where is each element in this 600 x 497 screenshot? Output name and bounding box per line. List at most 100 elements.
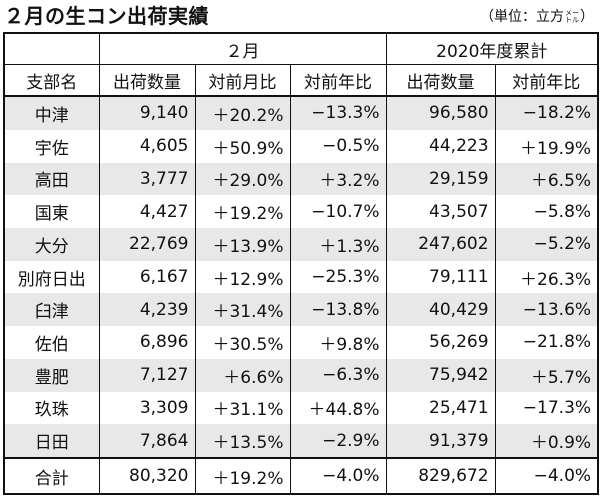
cum-volume-cell: 43,507 [385, 195, 496, 228]
table-row: 国東 4,427 ＋19.2% −10.7% 43,507 −5.8% [3, 195, 599, 228]
yoy-ratio-cell: −13.3% [289, 96, 387, 130]
table-row: 別府日出 6,167 ＋12.9% −25.3% 79,111 ＋26.3% [3, 260, 599, 294]
cum-volume-cell: 29,159 [385, 162, 496, 196]
cum-volume-cell: 25,471 [385, 391, 496, 425]
cum-volume-cell: 79,111 [385, 260, 496, 294]
volume-cell: 9,140 [98, 96, 196, 130]
yoy-ratio-cell: ＋1.3% [289, 227, 387, 261]
table-row: 高田 3,777 ＋29.0% ＋3.2% 29,159 ＋6.5% [3, 162, 599, 196]
cum-volume-cell: 91,379 [385, 424, 496, 459]
branch-name-cell: 中津 [3, 96, 100, 130]
volume-cell: 3,309 [98, 391, 196, 425]
table-row: 玖珠 3,309 ＋31.1% ＋44.8% 25,471 −17.3% [3, 391, 599, 425]
volume-cell: 6,896 [98, 326, 196, 359]
col-volume: 出荷数量 [98, 64, 196, 97]
cum-yoy-ratio-cell: ＋26.3% [494, 260, 599, 294]
cum-yoy-ratio-cell: −21.8% [494, 326, 599, 359]
mom-ratio-cell: ＋31.4% [194, 293, 291, 327]
cum-volume-cell: 247,602 [385, 227, 496, 261]
branch-name-cell: 臼津 [3, 293, 100, 327]
mom-ratio-cell: ＋12.9% [194, 260, 291, 294]
cum-yoy-ratio-cell: ＋5.7% [494, 358, 599, 392]
mom-ratio-cell: ＋6.6% [194, 358, 291, 392]
mom-ratio-cell: ＋19.2% [194, 195, 291, 228]
cum-volume-cell: 96,580 [385, 96, 496, 130]
branch-name-cell: 高田 [3, 162, 100, 196]
col-mom: 対前月比 [194, 64, 291, 97]
volume-cell: 4,605 [98, 129, 196, 163]
table-row: 中津 9,140 ＋20.2% −13.3% 96,580 −18.2% [3, 96, 599, 130]
header-period-month: ２月 [98, 33, 387, 65]
table-row: 臼津 4,239 ＋31.4% −13.8% 40,429 −13.6% [3, 293, 599, 327]
total-yoy-ratio-cell: −4.0% [289, 457, 387, 494]
branch-name-cell: 佐伯 [3, 326, 100, 359]
volume-cell: 4,427 [98, 195, 196, 228]
volume-cell: 22,769 [98, 227, 196, 261]
total-cum-volume-cell: 829,672 [385, 457, 496, 494]
mom-ratio-cell: ＋29.0% [194, 162, 291, 196]
col-cum-yoy: 対前年比 [494, 64, 599, 97]
branch-name-cell: 玖珠 [3, 391, 100, 425]
yoy-ratio-cell: −10.7% [289, 195, 387, 228]
mom-ratio-cell: ＋50.9% [194, 129, 291, 163]
mom-ratio-cell: ＋30.5% [194, 326, 291, 359]
cum-yoy-ratio-cell: ＋6.5% [494, 162, 599, 196]
col-yoy: 対前年比 [289, 64, 387, 97]
volume-cell: 6,167 [98, 260, 196, 294]
header-period-cumulative: 2020年度累計 [385, 33, 599, 65]
table-row: 豊肥 7,127 ＋6.6% −6.3% 75,942 ＋5.7% [3, 358, 599, 392]
cum-yoy-ratio-cell: −5.8% [494, 195, 599, 228]
branch-name-cell: 日田 [3, 424, 100, 459]
cum-yoy-ratio-cell: −5.2% [494, 227, 599, 261]
branch-name-cell: 別府日出 [3, 260, 100, 294]
mom-ratio-cell: ＋20.2% [194, 96, 291, 130]
mom-ratio-cell: ＋13.5% [194, 424, 291, 459]
total-branch-name-cell: 合計 [3, 457, 100, 494]
yoy-ratio-cell: −0.5% [289, 129, 387, 163]
yoy-ratio-cell: −6.3% [289, 358, 387, 392]
cum-yoy-ratio-cell: ＋19.9% [494, 129, 599, 163]
cum-yoy-ratio-cell: −17.3% [494, 391, 599, 425]
volume-cell: 3,777 [98, 162, 196, 196]
unit-stack: メー トル [565, 9, 579, 24]
branch-name-cell: 宇佐 [3, 129, 100, 163]
yoy-ratio-cell: −2.9% [289, 424, 387, 459]
mom-ratio-cell: ＋31.1% [194, 391, 291, 425]
total-row: 合計 80,320 ＋19.2% −4.0% 829,672 −4.0% [3, 457, 599, 494]
cum-volume-cell: 75,942 [385, 358, 496, 392]
volume-cell: 4,239 [98, 293, 196, 327]
cum-volume-cell: 40,429 [385, 293, 496, 327]
mom-ratio-cell: ＋13.9% [194, 227, 291, 261]
page-title: ２月の生コン出荷実績 [4, 4, 209, 28]
total-mom-ratio-cell: ＋19.2% [194, 457, 291, 494]
unit-open: （単位：立方 [480, 9, 564, 25]
unit-close: ） [580, 9, 594, 25]
branch-name-cell: 豊肥 [3, 358, 100, 392]
header-corner [3, 33, 100, 65]
volume-cell: 7,127 [98, 358, 196, 392]
table-body: 中津 9,140 ＋20.2% −13.3% 96,580 −18.2% 宇佐 4,605 ＋5… [3, 96, 599, 494]
volume-cell: 7,864 [98, 424, 196, 459]
col-branch: 支部名 [3, 64, 100, 97]
cum-yoy-ratio-cell: −18.2% [494, 96, 599, 130]
table-row: 大分 22,769 ＋13.9% ＋1.3% 247,602 −5.2% [3, 227, 599, 261]
table-row: 宇佐 4,605 ＋50.9% −0.5% 44,223 ＋19.9% [3, 129, 599, 163]
yoy-ratio-cell: −13.8% [289, 293, 387, 327]
unit-note: （単位：立方 メー トル） [480, 7, 594, 27]
table-row: 日田 7,864 ＋13.5% −2.9% 91,379 ＋0.9% [3, 424, 599, 459]
total-volume-cell: 80,320 [98, 457, 196, 494]
yoy-ratio-cell: ＋9.8% [289, 326, 387, 359]
cum-yoy-ratio-cell: −13.6% [494, 293, 599, 327]
yoy-ratio-cell: ＋44.8% [289, 391, 387, 425]
cum-volume-cell: 44,223 [385, 129, 496, 163]
col-cum-volume: 出荷数量 [385, 64, 496, 97]
branch-name-cell: 国東 [3, 195, 100, 228]
shipment-table: ２月 2020年度累計 支部名 出荷数量 対前月比 対前年比 出荷数量 対前年比… [3, 32, 600, 495]
cum-yoy-ratio-cell: ＋0.9% [494, 424, 599, 459]
branch-name-cell: 大分 [3, 227, 100, 261]
total-cum-yoy-ratio-cell: −4.0% [494, 457, 599, 494]
cum-volume-cell: 56,269 [385, 326, 496, 359]
table-row: 佐伯 6,896 ＋30.5% ＋9.8% 56,269 −21.8% [3, 326, 599, 359]
yoy-ratio-cell: ＋3.2% [289, 162, 387, 196]
yoy-ratio-cell: −25.3% [289, 260, 387, 294]
